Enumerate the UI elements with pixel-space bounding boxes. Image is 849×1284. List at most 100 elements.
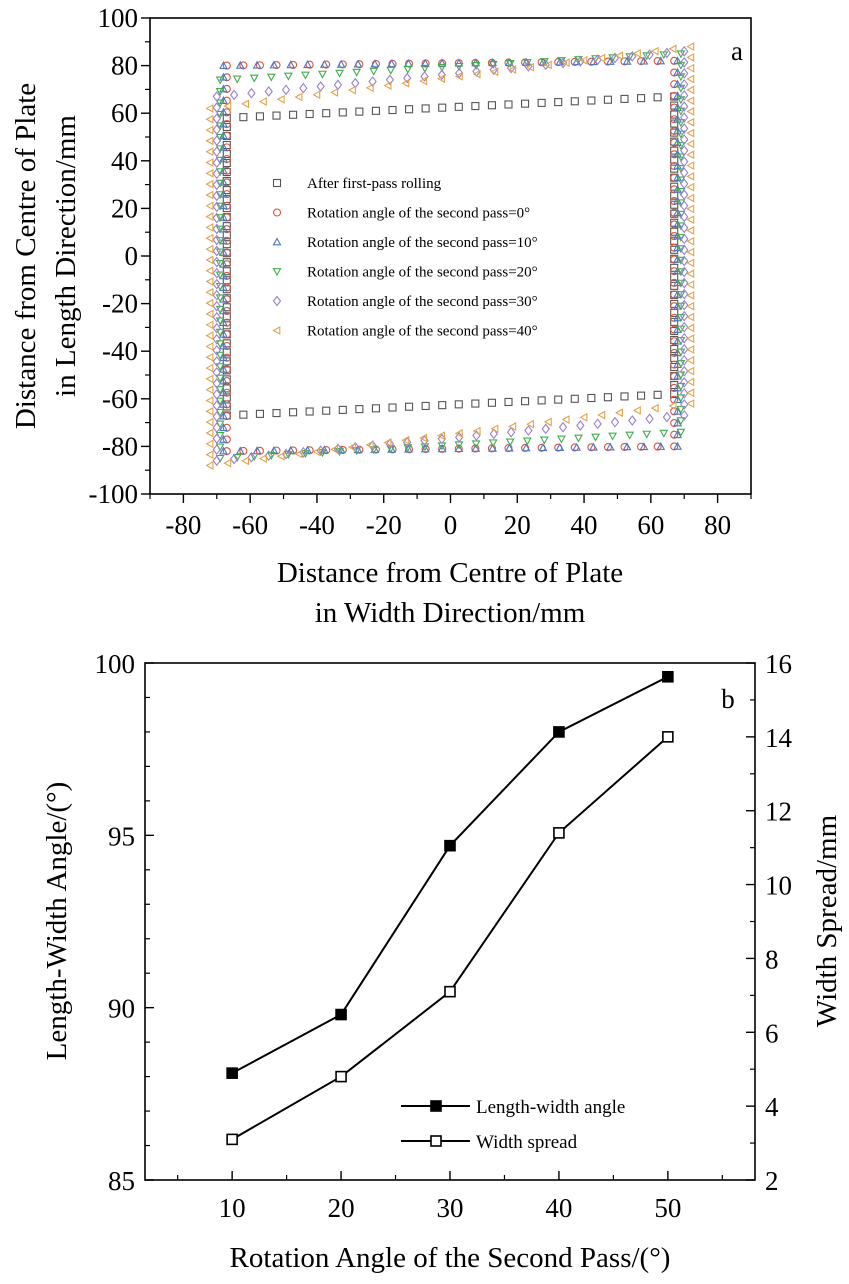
x-tick-label-b: 20: [328, 1193, 355, 1223]
data-point-a: [352, 68, 362, 77]
data-point-a: [212, 168, 221, 180]
data-point-a: [686, 161, 695, 170]
data-point-a: [205, 147, 214, 157]
data-point-a: [401, 435, 410, 445]
data-point-a: [680, 288, 689, 300]
data-point-a: [205, 201, 214, 211]
data-point-a: [222, 201, 231, 210]
data-point-a: [215, 110, 225, 119]
data-point-a: [212, 157, 221, 169]
chart-a: -80 -60 -40 -20 0 20 40 60 80 100 80 60 40 20 0 -20 -40 -…: [10, 3, 752, 629]
x-tick-label-a: 60: [637, 510, 664, 540]
data-point-a: [454, 400, 463, 409]
data-point-a: [383, 81, 392, 90]
data-point-a: [205, 461, 214, 470]
data-point-a: [670, 337, 679, 346]
data-point-a: [215, 214, 225, 223]
data-point-a: [351, 441, 360, 453]
x-tick-label-a: -60: [232, 510, 268, 540]
data-point-a: [338, 108, 347, 117]
data-point-a: [322, 109, 331, 118]
data-point-a: [680, 145, 689, 157]
data-point-a: [222, 260, 231, 269]
data-point-a: [205, 158, 214, 167]
data-point-a: [272, 61, 281, 70]
y-tick-label-a: 0: [125, 241, 139, 271]
data-point-a: [504, 444, 513, 453]
data-point-a: [676, 176, 686, 185]
data-point-a: [541, 423, 550, 435]
x-tick-label-a: 80: [704, 510, 731, 540]
data-point-a: [222, 412, 231, 421]
y-tick-label-a: -40: [102, 336, 138, 366]
data-point-a: [676, 233, 686, 242]
data-point-a: [639, 442, 649, 451]
data-point-a: [637, 391, 646, 400]
data-point-a: [597, 53, 606, 63]
data-point-a: [680, 112, 689, 123]
data-point-a: [289, 446, 298, 455]
data-point-a: [222, 377, 231, 386]
panel-label-b: b: [721, 684, 735, 714]
data-point-a: [219, 166, 228, 175]
data-point-a: [205, 428, 214, 438]
data-point-a: [521, 397, 530, 406]
data-point-a: [676, 268, 686, 277]
y-right-tick-label-b: 8: [765, 944, 779, 974]
data-point-a: [673, 102, 682, 111]
data-point-a: [576, 420, 585, 431]
data-point-a: [222, 353, 231, 362]
data-point-a: [686, 150, 695, 160]
data-point-a: [205, 374, 214, 384]
data-point-a: [239, 410, 248, 419]
data-point-a: [222, 388, 231, 397]
series-a-5: [205, 42, 695, 470]
data-point-a: [421, 401, 430, 410]
data-point-a: [680, 354, 689, 366]
data-point-a: [436, 431, 445, 441]
data-point-a: [335, 69, 345, 78]
data-point-a: [489, 428, 498, 440]
y-axis-label-left-b: Length-Width Angle/(°): [41, 782, 73, 1061]
data-point-a: [205, 212, 214, 222]
data-point-a: [219, 131, 228, 140]
data-point-a: [241, 456, 250, 466]
data-point-a: [686, 171, 695, 181]
data-point-a: [680, 233, 689, 245]
data-point-a: [212, 190, 221, 202]
y-right-tick-label-b: 6: [765, 1018, 779, 1048]
data-point-a: [645, 49, 654, 61]
y-tick-label-a: 100: [98, 3, 139, 33]
data-point-a: [205, 190, 214, 200]
data-point-a: [686, 182, 695, 192]
data-point-a: [276, 451, 285, 461]
data-point-a: [587, 393, 596, 403]
data-point-a: [212, 278, 221, 290]
data-point-a: [605, 442, 615, 451]
data-point-a: [222, 248, 231, 257]
data-point-a: [336, 59, 346, 68]
data-point-a: [686, 117, 695, 127]
data-point-a: [676, 153, 686, 162]
data-point-a: [471, 399, 480, 408]
data-point-a: [305, 109, 314, 119]
data-point-a: [488, 443, 497, 452]
data-point-a: [620, 57, 629, 66]
data-point-a: [338, 405, 347, 414]
data-point-b: [226, 1067, 238, 1079]
data-point-a: [247, 87, 256, 99]
data-point-a: [437, 69, 447, 81]
data-point-a: [686, 139, 695, 149]
data-point-a: [205, 309, 214, 319]
x-tick-label-b: 50: [654, 1193, 681, 1223]
data-point-a: [471, 61, 481, 70]
data-point-a: [403, 436, 412, 448]
data-point-a: [222, 365, 231, 374]
data-point-a: [506, 62, 516, 74]
data-point-a: [642, 52, 652, 61]
data-point-a: [212, 212, 221, 224]
data-point-a: [330, 87, 339, 97]
x-tick-label-a: 40: [571, 510, 598, 540]
data-point-a: [490, 424, 499, 434]
data-point-a: [680, 321, 689, 333]
